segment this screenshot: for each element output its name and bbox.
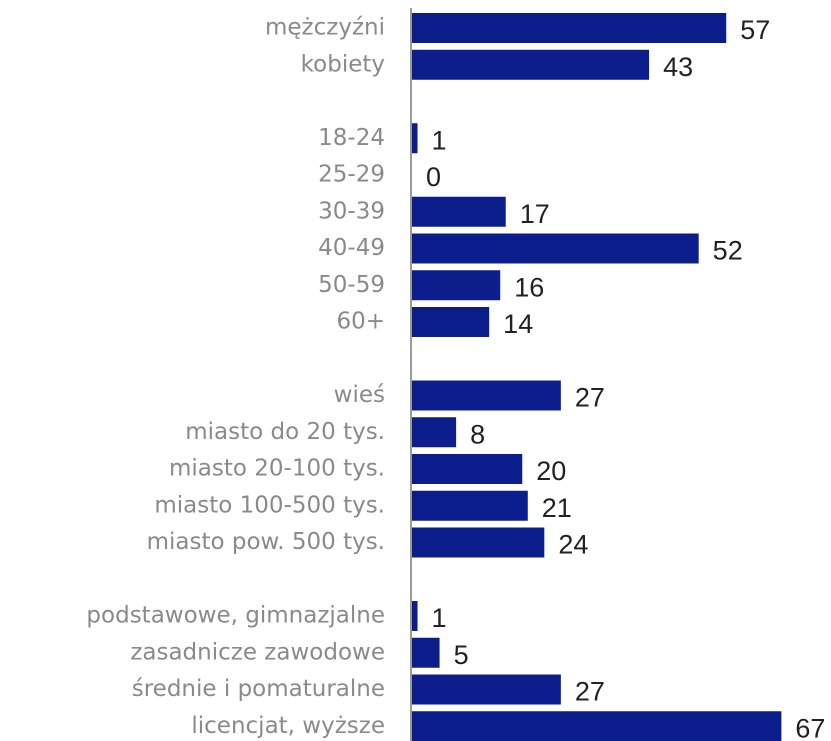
value-label: 20 <box>536 456 566 486</box>
bar <box>412 674 561 705</box>
bar <box>412 13 727 43</box>
category-label: 40-49 <box>318 235 385 261</box>
category-label: 18-24 <box>318 125 385 151</box>
category-label: miasto 100-500 tys. <box>154 492 385 518</box>
category-label: 30-39 <box>318 198 385 224</box>
bar <box>412 417 457 448</box>
value-label: 1 <box>432 603 447 633</box>
value-label: 27 <box>575 383 605 413</box>
category-label: wieś <box>334 382 385 408</box>
value-label: 24 <box>558 530 588 560</box>
bar <box>412 711 782 741</box>
category-label: mężczyźni <box>265 15 385 41</box>
bar <box>412 490 528 521</box>
value-label: 8 <box>470 419 485 449</box>
category-label: podstawowe, gimnazjalne <box>86 603 385 629</box>
bar <box>412 49 650 80</box>
category-label: miasto pow. 500 tys. <box>147 529 385 555</box>
bar <box>412 307 490 337</box>
category-label: 25-29 <box>318 162 385 188</box>
category-label: 60+ <box>336 309 385 335</box>
category-label: kobiety <box>301 51 385 77</box>
bar <box>412 270 501 301</box>
value-label: 17 <box>520 199 550 229</box>
value-label: 67 <box>795 713 825 741</box>
category-label: miasto 20-100 tys. <box>169 456 385 482</box>
category-label: 50-59 <box>318 272 385 298</box>
value-label: 14 <box>503 309 533 339</box>
category-label: zasadnicze zawodowe <box>130 639 385 665</box>
bar <box>412 380 561 411</box>
category-label: miasto do 20 tys. <box>185 419 385 445</box>
bar <box>412 527 545 558</box>
bar <box>412 196 506 227</box>
value-label: 16 <box>514 272 544 302</box>
value-label: 57 <box>740 15 770 45</box>
category-label: licencjat, wyższe <box>191 713 385 739</box>
bar <box>412 637 440 668</box>
bar <box>412 233 699 264</box>
value-label: 1 <box>432 125 447 155</box>
value-label: 21 <box>542 493 572 523</box>
bar <box>412 454 523 484</box>
value-label: 43 <box>663 52 693 82</box>
bar <box>412 123 418 154</box>
value-label: 52 <box>713 236 743 266</box>
value-label: 0 <box>426 162 441 192</box>
value-label: 27 <box>575 677 605 707</box>
value-label: 5 <box>454 640 469 670</box>
category-label: średnie i pomaturalne <box>132 676 385 702</box>
bar <box>412 601 418 631</box>
